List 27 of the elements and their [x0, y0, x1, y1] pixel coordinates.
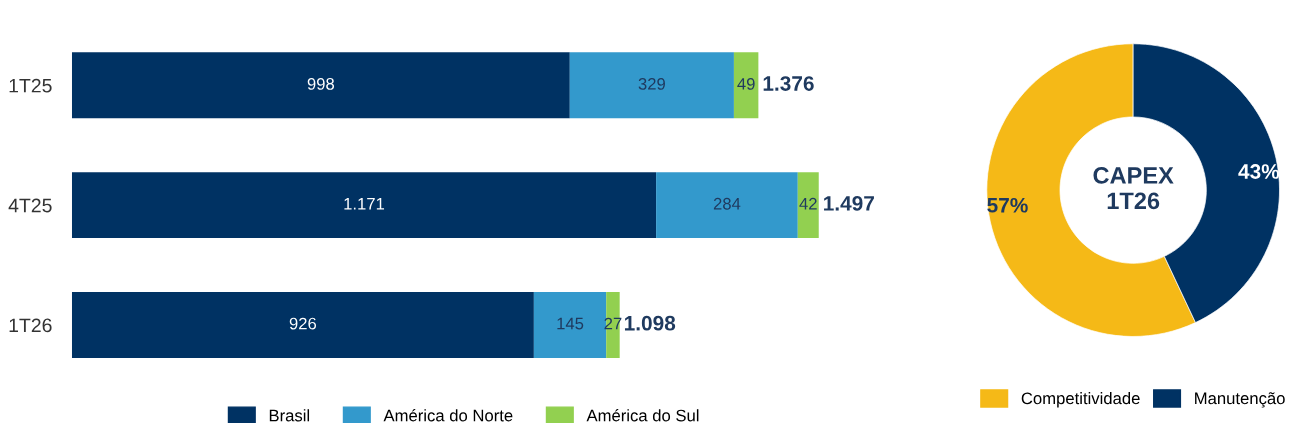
data-label: 145 [557, 317, 584, 330]
y-tick-label: 1T25 [9, 78, 52, 93]
legend-label: Competitividade [1021, 392, 1140, 408]
total-label: 1.376 [763, 76, 814, 91]
data-label: 1.171 [344, 198, 385, 210]
total-label: 1.497 [824, 195, 874, 211]
data-label: 998 [307, 77, 335, 90]
text: CAPEX 1T26 [1093, 167, 1174, 210]
legend-label: América do Norte [383, 409, 513, 422]
legend-label: Brasil [269, 409, 310, 422]
bar [71, 292, 534, 358]
bar [71, 52, 570, 119]
y-tick-label: 1T26 [9, 318, 52, 333]
bar [569, 52, 734, 119]
bar [656, 172, 798, 239]
legend-label: América do Sul [586, 409, 699, 422]
total-label: 1.098 [624, 315, 676, 331]
data-label: 42 [799, 197, 817, 210]
bar [71, 172, 657, 239]
y-tick-label: 4T25 [8, 198, 52, 213]
data-label: 49 [737, 77, 755, 90]
legend-label: Manutenção [1195, 392, 1285, 408]
data-label: 926 [289, 317, 317, 330]
data-label: 284 [713, 197, 741, 210]
data-label: 329 [638, 77, 665, 90]
bar [797, 172, 819, 239]
bar [733, 52, 759, 119]
